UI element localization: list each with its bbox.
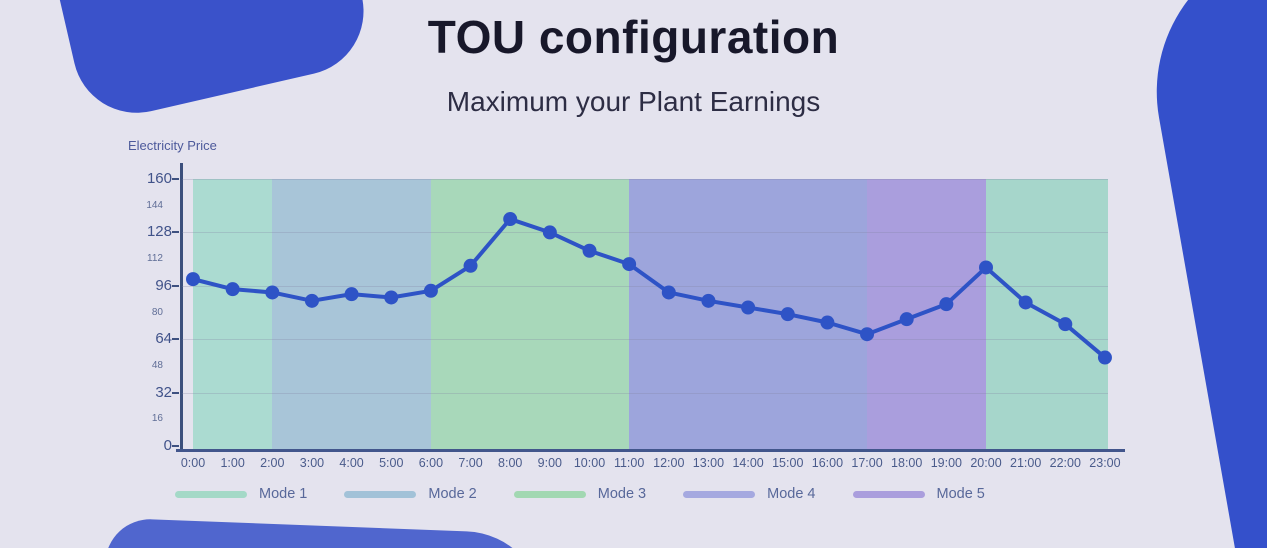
tou-region-mode-5 [867, 179, 986, 449]
y-tick-label-minor: 80 [151, 306, 163, 318]
x-tick-label: 4:00 [339, 456, 364, 470]
y-tick-label: 32 [155, 383, 172, 401]
y-tick-label: 64 [155, 330, 172, 348]
x-tick-label: 21:00 [1010, 456, 1042, 470]
y-tick-label: 0 [163, 437, 172, 454]
legend-swatch [852, 490, 925, 498]
legend-item-mode-4[interactable]: Mode 4 [683, 486, 816, 502]
y-tick-mark [172, 445, 179, 447]
legend-swatch [683, 490, 756, 498]
tou-region-mode-4 [629, 179, 868, 449]
legend-label: Mode 2 [428, 486, 477, 502]
gridline-32 [182, 392, 1108, 394]
x-tick-label: 3:00 [299, 456, 325, 470]
legend-item-mode-5[interactable]: Mode 5 [852, 486, 985, 502]
x-tick-label: 19:00 [930, 456, 962, 470]
y-tick-label-minor: 16 [151, 413, 163, 425]
tou-region-mode-1 [193, 179, 273, 449]
tou-region-mode-2 [272, 179, 431, 449]
legend-label: Mode 3 [597, 486, 647, 502]
legend-label: Mode 4 [767, 486, 816, 502]
x-tick-label: 17:00 [851, 456, 883, 470]
tou-region-mode-1 [986, 179, 1108, 449]
x-tick-label: 16:00 [811, 456, 844, 470]
y-tick-label-minor: 112 [147, 253, 163, 265]
legend-item-mode-1[interactable]: Mode 1 [175, 486, 307, 502]
gridline-128 [182, 232, 1108, 234]
y-tick-mark [172, 338, 179, 341]
y-axis-title: Electricity Price [128, 138, 217, 153]
x-tick-label: 23:00 [1089, 456, 1121, 470]
page-title: TOU configuration [427, 11, 840, 63]
x-tick-label: 5:00 [379, 456, 404, 470]
x-tick-label: 0:00 [180, 456, 206, 470]
x-tick-label: 10:00 [573, 456, 606, 470]
y-tick-label: 128 [146, 223, 172, 241]
legend-swatch [344, 490, 417, 498]
legend-swatch [513, 490, 586, 498]
gridline-64 [182, 339, 1108, 341]
x-axis-line [176, 449, 1125, 452]
x-tick-label: 18:00 [891, 456, 923, 470]
gridline-96 [182, 285, 1108, 287]
y-tick-mark [172, 178, 179, 180]
chart-legend: Mode 1 Mode 2 Mode 3 Mode 4 Mode 5 [175, 486, 985, 502]
legend-item-mode-2[interactable]: Mode 2 [344, 486, 477, 502]
legend-label: Mode 5 [936, 486, 985, 502]
y-tick-mark [172, 391, 179, 394]
x-tick-label: 15:00 [772, 456, 804, 470]
x-tick-label: 6:00 [418, 456, 444, 470]
x-tick-label: 14:00 [732, 456, 764, 470]
x-tick-label: 22:00 [1049, 456, 1081, 470]
x-tick-label: 11:00 [613, 456, 645, 470]
gridline-160 [182, 179, 1108, 180]
y-tick-label: 160 [146, 170, 172, 187]
x-tick-label: 13:00 [692, 456, 725, 470]
x-tick-label: 12:00 [653, 456, 685, 470]
legend-label: Mode 1 [259, 486, 308, 502]
tou-region-mode-3 [430, 179, 630, 449]
legend-item-mode-3[interactable]: Mode 3 [513, 486, 647, 502]
y-tick-mark [172, 231, 179, 234]
x-tick-label: 8:00 [498, 456, 523, 470]
y-axis-line [180, 163, 183, 450]
x-tick-label: 1:00 [220, 456, 245, 470]
legend-swatch [175, 490, 247, 498]
y-tick-mark [172, 284, 179, 287]
y-tick-label: 96 [155, 276, 172, 294]
y-tick-label-minor: 144 [146, 199, 163, 211]
x-tick-label: 2:00 [260, 456, 285, 470]
x-tick-label: 7:00 [458, 456, 483, 470]
x-tick-label: 20:00 [970, 456, 1002, 470]
x-tick-label: 9:00 [537, 456, 563, 470]
page-subtitle: Maximum your Plant Earnings [446, 86, 821, 117]
y-tick-label-minor: 48 [151, 359, 163, 371]
